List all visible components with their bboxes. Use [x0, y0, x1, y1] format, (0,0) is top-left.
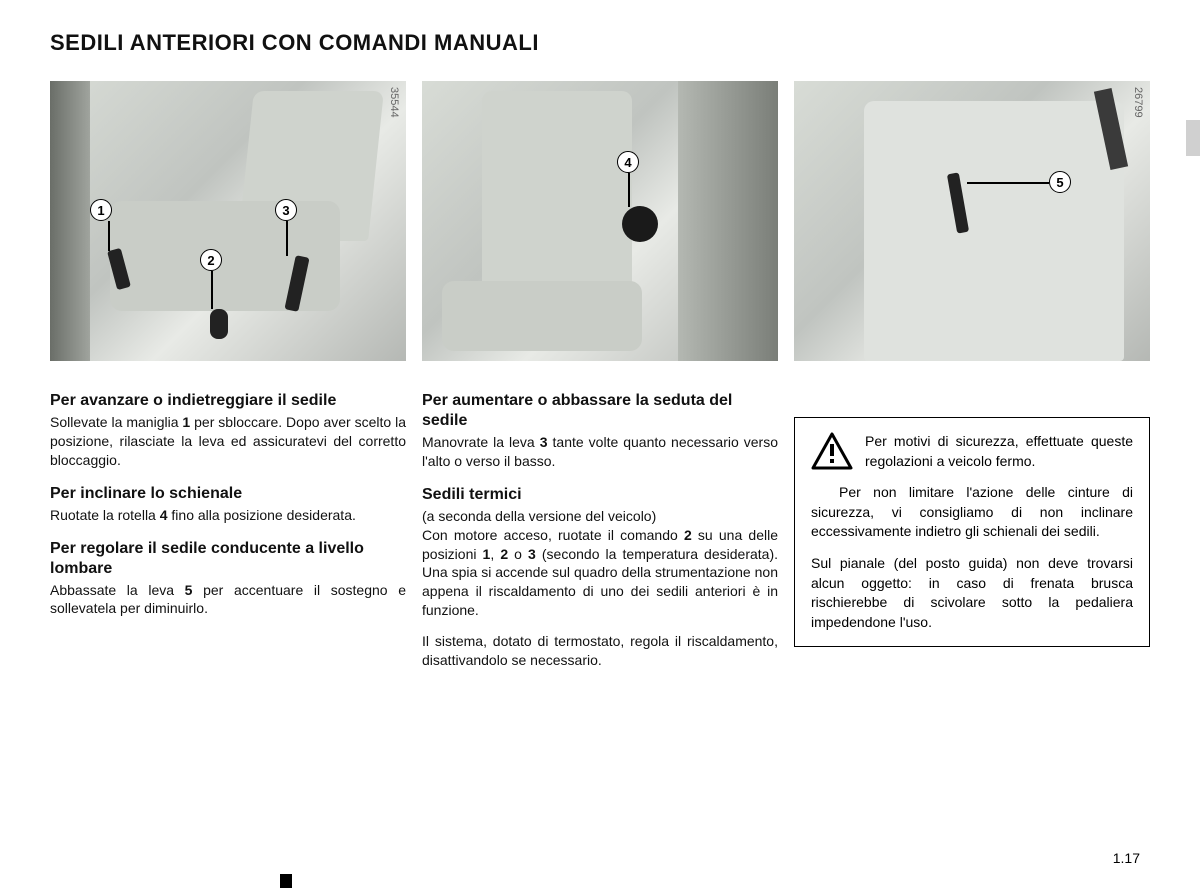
column-1: 35544 1 2 3 Per avanzare o indietreggiar… [50, 81, 406, 670]
content-columns: 35544 1 2 3 Per avanzare o indietreggiar… [50, 81, 1150, 670]
warning-icon [811, 432, 853, 470]
heading-height: Per aumentare o abbassare la seduta del … [422, 391, 778, 431]
side-tab [1186, 120, 1200, 156]
figure-1: 35544 1 2 3 [50, 81, 406, 361]
callout-4: 4 [617, 151, 639, 173]
text-heated-note: (a seconda della versione del veicolo) [422, 507, 778, 526]
heading-heated: Sedili termici [422, 485, 778, 505]
text-thermostat: Il sistema, dotato di termostato, regola… [422, 632, 778, 670]
callout-1: 1 [90, 199, 112, 221]
crop-mark [280, 874, 292, 888]
heading-forward-back: Per avanzare o indietreggiare il sedile [50, 391, 406, 411]
text-heated: Con motore acceso, ruotate il comando 2 … [422, 526, 778, 620]
warning-box: Per motivi di sicurezza, effettuate ques… [794, 417, 1150, 647]
photo-id-3: 26799 [1132, 87, 1144, 118]
callout-5: 5 [1049, 171, 1071, 193]
photo-id-1: 35544 [388, 87, 400, 118]
page-number: 1.17 [1113, 850, 1140, 866]
figure-3: 26799 5 [794, 81, 1150, 361]
text-height: Manovrate la leva 3 tante volte quanto n… [422, 433, 778, 471]
warning-p2: Per non limitare l'azione delle cinture … [811, 483, 1133, 542]
figure-2: 26798 4 [422, 81, 778, 361]
text-lumbar: Abbassate la leva 5 per accentuare il so… [50, 581, 406, 619]
text-recline: Ruotate la rotella 4 fino alla posizione… [50, 506, 406, 525]
heading-lumbar: Per regolare il sedile conducente a live… [50, 539, 406, 579]
text-forward-back: Sollevate la maniglia 1 per sbloccare. D… [50, 413, 406, 470]
callout-2: 2 [200, 249, 222, 271]
page-title: SEDILI ANTERIORI CON COMANDI MANUALI [50, 30, 1150, 56]
heading-recline: Per inclinare lo schienale [50, 484, 406, 504]
warning-p1: Per motivi di sicurezza, effettuate ques… [865, 432, 1133, 471]
warning-p3: Sul pianale (del posto guida) non deve t… [811, 554, 1133, 632]
column-2: 26798 4 Per aumentare o abbassare la sed… [422, 81, 778, 670]
callout-3: 3 [275, 199, 297, 221]
column-3: 26799 5 Per motivi di sicurezza, effettu… [794, 81, 1150, 670]
